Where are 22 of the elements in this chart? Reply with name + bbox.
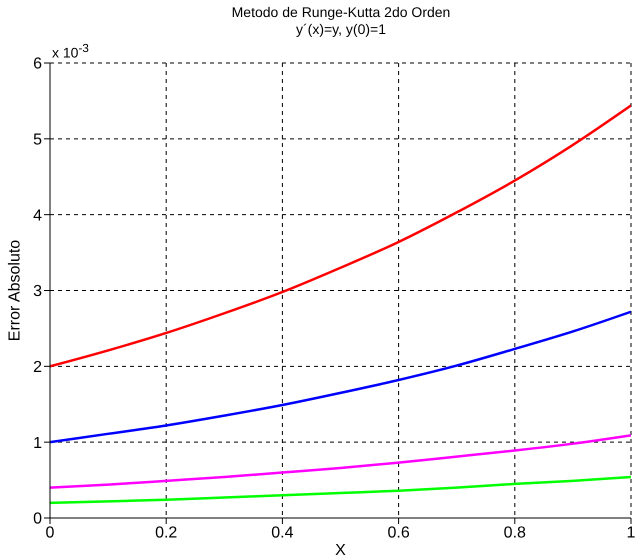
y-tick-label: 3 — [33, 283, 42, 300]
y-tick-label: 2 — [33, 359, 42, 376]
x-axis-title: X — [335, 542, 346, 559]
y-tick-label: 5 — [33, 132, 42, 149]
text: x 10$^{-3}$ — [52, 42, 89, 61]
x-tick-label: 0 — [46, 524, 55, 542]
x-tick-label: 0.6 — [387, 524, 410, 542]
line-series — [50, 476, 631, 504]
line-series — [50, 434, 631, 489]
y-tick-label: 6 — [33, 56, 42, 73]
chart-subtitle: y´(x)=y, y(0)=1 — [295, 21, 387, 38]
x-tick-label: 0.8 — [504, 524, 526, 542]
y-tick-label: 4 — [33, 207, 42, 224]
x-tick-label: 1 — [626, 524, 635, 542]
x-tick-label: 0.2 — [155, 524, 178, 542]
line-series — [50, 104, 631, 368]
x-tick-label: 0.4 — [271, 524, 294, 542]
y-axis-title: Error Absoluto — [6, 240, 24, 342]
y-tick-label: 0 — [33, 510, 42, 528]
chart-title: Metodo de Runge-Kutta 2do Orden — [230, 4, 452, 21]
y-tick-label: 1 — [33, 434, 42, 452]
line-series — [50, 310, 631, 444]
